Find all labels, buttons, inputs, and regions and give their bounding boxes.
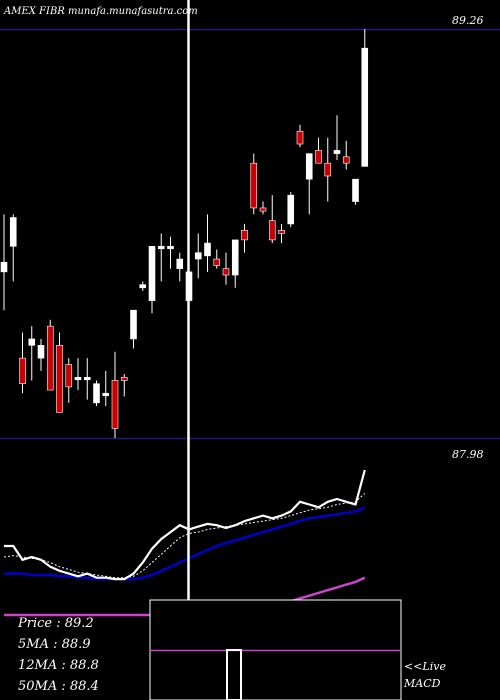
- candle-body-up: [9, 217, 17, 247]
- candle-body-up: [204, 242, 211, 257]
- candle: [148, 245, 156, 314]
- candle-body-up: [167, 245, 174, 250]
- candle-body-up: [148, 245, 156, 301]
- candle-body-up: [130, 309, 137, 340]
- candle-body-down: [259, 207, 267, 212]
- ma12-line: [4, 506, 366, 581]
- candle-body-up: [194, 252, 202, 260]
- candle: [19, 332, 26, 394]
- candle: [361, 29, 369, 167]
- candle-body-up: [93, 383, 100, 404]
- candle: [250, 153, 258, 215]
- candle: [305, 153, 313, 215]
- candle-body-down: [120, 376, 128, 381]
- candle: [120, 374, 128, 397]
- candle-body-down: [278, 230, 285, 234]
- candle: [167, 236, 174, 269]
- candle-body-down: [296, 130, 304, 145]
- lower-level-label: 87.98: [452, 448, 484, 461]
- candle: [37, 338, 45, 371]
- candle-body-up: [361, 47, 369, 167]
- candle: [268, 195, 276, 244]
- candle-body-down: [222, 268, 230, 276]
- candle-body-up: [157, 245, 165, 250]
- candle: [296, 124, 304, 148]
- candle-body-down: [324, 162, 332, 177]
- candle: [342, 140, 350, 170]
- macd-label: MACD: [403, 677, 441, 690]
- candle: [231, 239, 239, 288]
- chart-header: AMEX FIBR munafa.munafasutra.com: [3, 6, 198, 17]
- candle: [194, 233, 202, 279]
- candle-body-down: [46, 325, 54, 391]
- candle-body-up: [37, 345, 45, 359]
- candle: [46, 319, 54, 391]
- legend-price: Price : 89.2: [17, 616, 94, 631]
- candle-body-up: [0, 261, 8, 273]
- legend-ma5: 5MA : 88.9: [18, 637, 91, 652]
- candle-body-up: [333, 150, 341, 154]
- candle: [287, 191, 295, 228]
- candle: [65, 358, 73, 403]
- candle: [74, 358, 82, 391]
- candle-body-down: [315, 150, 322, 164]
- candle-body-down: [111, 380, 119, 429]
- upper-level-label: 89.26: [452, 14, 484, 27]
- legend-ma50: 50MA : 88.4: [18, 679, 99, 694]
- candle-body-down: [342, 156, 350, 164]
- candle-body-down: [213, 258, 221, 266]
- price-line: [4, 469, 366, 581]
- candle-body-down: [19, 357, 26, 384]
- candle: [204, 214, 211, 272]
- macd-label-live: <<Live: [404, 660, 446, 673]
- candle: [130, 309, 137, 349]
- candle-body-up: [352, 178, 359, 202]
- candle-body-up: [139, 284, 147, 289]
- candle: [28, 326, 36, 381]
- candle: [157, 233, 165, 282]
- candle-body-down: [241, 230, 248, 241]
- candle-body-down: [268, 220, 276, 241]
- candle: [315, 137, 322, 164]
- candle-body-up: [176, 258, 184, 269]
- candle-body-up: [102, 392, 110, 397]
- candle-body-up: [83, 376, 91, 381]
- candle-body-up: [28, 338, 36, 346]
- macd-histogram-bar: [226, 649, 242, 700]
- candle: [333, 115, 341, 161]
- candle-body-up: [287, 194, 295, 225]
- candle: [259, 201, 267, 215]
- candle: [241, 223, 248, 253]
- candle: [139, 281, 147, 292]
- candle-body-down: [250, 162, 258, 209]
- candle-body-up: [231, 239, 239, 276]
- ma5-line: [3, 493, 366, 579]
- legend-ma12: 12MA : 88.8: [18, 658, 99, 673]
- candle: [222, 252, 230, 285]
- candle: [83, 358, 91, 400]
- candle: [93, 380, 100, 407]
- candle: [213, 249, 221, 269]
- candle: [176, 252, 184, 282]
- candle: [324, 137, 332, 202]
- candle: [56, 332, 63, 413]
- candle-body-up: [305, 153, 313, 180]
- candle: [352, 178, 359, 205]
- candle-body-down: [65, 364, 73, 388]
- candle: [102, 370, 110, 407]
- candles-group: [0, 29, 369, 438]
- candle-body-up: [74, 376, 82, 381]
- candle-body-down: [56, 345, 63, 413]
- candle: [9, 214, 17, 282]
- candle: [278, 223, 285, 244]
- candle: [111, 351, 119, 438]
- candle: [0, 214, 8, 311]
